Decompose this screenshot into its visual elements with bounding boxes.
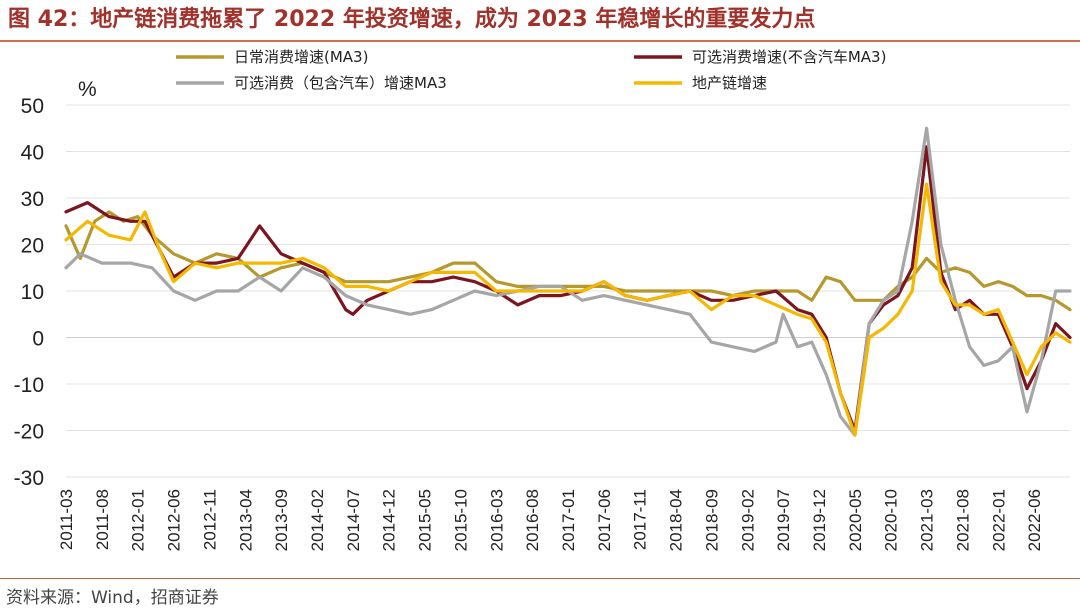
- x-tick-label: 2012-06: [165, 489, 184, 551]
- x-tick-label: 2017-06: [595, 489, 614, 551]
- legend-label: 可选消费增速(不含汽车MA3): [692, 48, 886, 66]
- x-tick-label: 2014-07: [344, 489, 363, 551]
- x-tick-label: 2016-03: [487, 489, 506, 551]
- x-tick-label: 2019-07: [774, 489, 793, 551]
- x-tick-label: 2011-08: [93, 489, 112, 550]
- x-tick-label: 2014-12: [380, 489, 399, 551]
- y-unit-label: %: [78, 78, 97, 101]
- x-tick-label: 2015-10: [451, 489, 470, 551]
- chart-title: 图 42：地产链消费拖累了 2022 年投资增速，成为 2023 年稳增长的重要…: [8, 7, 816, 32]
- x-tick-label: 2014-02: [308, 489, 327, 551]
- y-tick-label: 30: [21, 188, 44, 211]
- x-tick-label: 2022-06: [1025, 489, 1044, 551]
- y-tick-label: 10: [21, 281, 44, 304]
- x-tick-label: 2015-05: [416, 489, 435, 551]
- y-tick-label: 40: [21, 142, 44, 165]
- x-tick-label: 2022-01: [989, 489, 1008, 551]
- legend-item: 日常消费增速(MA3): [176, 48, 368, 66]
- legend-label: 地产链增速: [692, 74, 767, 92]
- y-tick-label: 0: [32, 328, 44, 351]
- legend-label: 日常消费增速(MA3): [234, 48, 368, 66]
- series-line-2: [64, 145, 1072, 433]
- title-divider: [0, 40, 1080, 42]
- y-tick-label: -10: [14, 374, 44, 397]
- source-note: 资料来源：Wind，招商证券: [6, 588, 219, 608]
- x-tick-label: 2017-01: [559, 489, 578, 551]
- series-line-3: [64, 126, 1072, 437]
- x-tick-label: 2016-08: [523, 489, 542, 551]
- y-tick-label: -30: [14, 467, 44, 490]
- legend-item: 地产链增速: [634, 74, 767, 92]
- x-tick-label: 2019-12: [810, 489, 829, 551]
- x-tick-label: 2018-04: [667, 489, 686, 551]
- x-tick-label: 2020-10: [882, 489, 901, 551]
- x-tick-label: 2011-03: [57, 489, 76, 550]
- y-tick-label: -20: [14, 421, 44, 444]
- x-tick-label: 2013-04: [236, 489, 255, 551]
- legend-item: 可选消费（包含汽车）增速MA3: [176, 74, 447, 92]
- x-tick-label: 2018-09: [702, 489, 721, 551]
- x-tick-label: 2013-09: [272, 489, 291, 551]
- x-tick-label: 2021-03: [918, 489, 937, 551]
- line-chart: 50 40 30 20 10 0 -10 -20 -30% 2011-03 2011-08 2012-…: [14, 48, 1072, 551]
- x-tick-label: 2021-08: [953, 489, 972, 551]
- x-tick-label: 2012-11: [200, 489, 219, 550]
- legend-label: 可选消费（包含汽车）增速MA3: [234, 74, 447, 92]
- source-divider: [0, 578, 1080, 579]
- series-line-4: [64, 182, 1072, 437]
- x-tick-label: 2020-05: [846, 489, 865, 551]
- x-tick-label: 2017-11: [631, 489, 650, 550]
- x-tick-label: 2012-01: [129, 489, 148, 551]
- y-tick-label: 20: [21, 235, 44, 258]
- y-tick-label: 50: [21, 95, 44, 118]
- x-tick-label: 2019-02: [738, 489, 757, 551]
- legend-item: 可选消费增速(不含汽车MA3): [634, 48, 886, 66]
